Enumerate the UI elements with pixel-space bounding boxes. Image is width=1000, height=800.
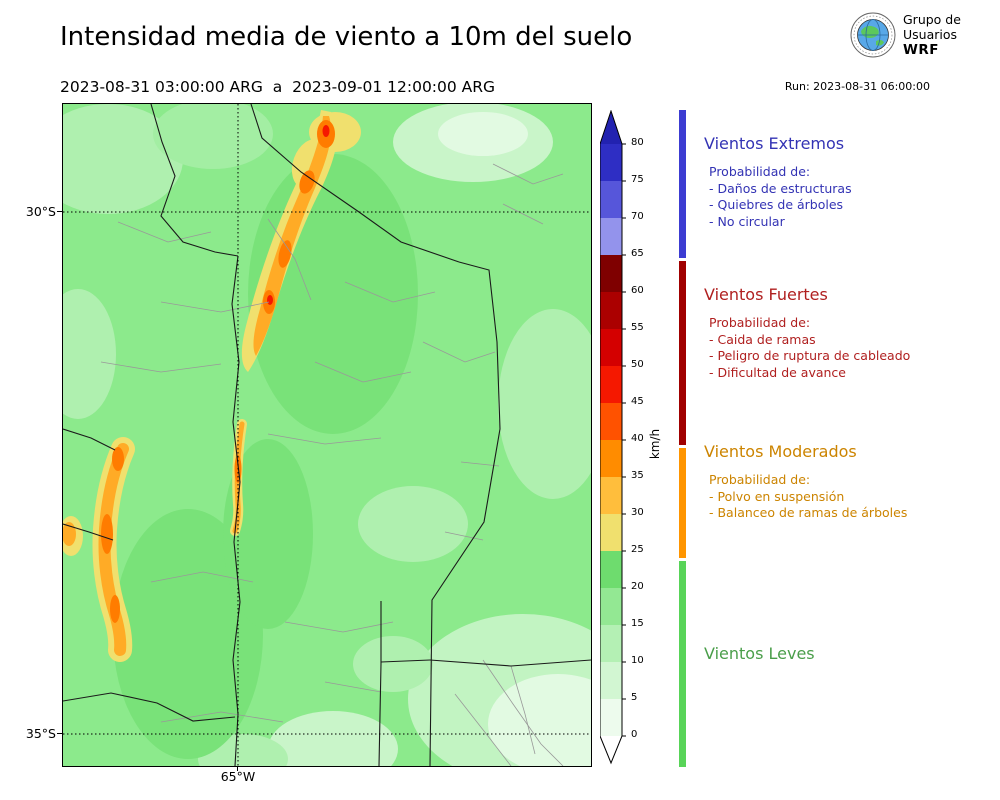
colorbar-tick-45: 45 bbox=[631, 396, 644, 407]
colorbar-tick-50: 50 bbox=[631, 359, 644, 370]
colorbar-tick-10: 10 bbox=[631, 655, 644, 666]
legend-item: - Dificultad de avance bbox=[709, 364, 846, 380]
logo-line-2: Usuarios bbox=[903, 27, 958, 42]
axis-tick bbox=[237, 766, 238, 771]
colorbar-tick-40: 40 bbox=[631, 433, 644, 444]
legend-category: Vientos Fuertes Probabilidad de: - Caida d… bbox=[704, 285, 910, 381]
colorbar-tick-15: 15 bbox=[631, 618, 644, 629]
x-axis-label-65w: 65°W bbox=[220, 769, 256, 784]
y-axis-label-35s: 35°S bbox=[25, 726, 56, 741]
legend-category-title: Vientos Extremos bbox=[704, 134, 845, 153]
colorbar-tick-20: 20 bbox=[631, 581, 644, 592]
colorbar-unit-label: km/h bbox=[648, 428, 662, 460]
department-boundaries bbox=[100, 163, 564, 766]
colorbar-tick-5: 5 bbox=[631, 692, 638, 703]
colorbar-tick-65: 65 bbox=[631, 248, 644, 259]
globe-icon bbox=[850, 12, 896, 58]
province-boundaries bbox=[63, 104, 591, 766]
colorbar bbox=[599, 109, 630, 774]
axis-tick bbox=[57, 733, 62, 734]
legend-category-intro: Probabilidad de: bbox=[709, 472, 811, 487]
legend-strip-segment bbox=[679, 561, 686, 767]
colorbar-tick-0: 0 bbox=[631, 729, 638, 740]
legend-item: - Balanceo de ramas de árboles bbox=[709, 505, 908, 520]
legend-item: - Caida de ramas bbox=[709, 331, 816, 347]
legend-category: Vientos Moderados Probabilidad de: - Polvo… bbox=[704, 442, 907, 522]
legend-strip-segment bbox=[679, 110, 686, 258]
legend-category: Vientos Extremos Probabilidad de: - Daños … bbox=[704, 134, 852, 230]
logo-line-1: Grupo de bbox=[903, 12, 961, 27]
legend-category-intro: Probabilidad de: bbox=[709, 315, 811, 330]
graticule bbox=[63, 104, 591, 766]
run-timestamp: Run: 2023-08-31 06:00:00 bbox=[784, 80, 930, 93]
wind-map bbox=[63, 104, 591, 766]
colorbar-tick-70: 70 bbox=[631, 211, 644, 222]
logo-text: Grupo de Usuarios WRF bbox=[903, 12, 961, 58]
page-title: Intensidad media de viento a 10m del sue… bbox=[60, 22, 633, 52]
legend-item: - Daños de estructuras bbox=[709, 180, 852, 196]
colorbar-tick-30: 30 bbox=[631, 507, 644, 518]
colorbar-tick-75: 75 bbox=[631, 174, 644, 185]
colorbar-tick-60: 60 bbox=[631, 285, 644, 296]
axis-tick bbox=[57, 211, 62, 212]
legend-strip bbox=[679, 110, 686, 770]
colorbar-tick-80: 80 bbox=[631, 137, 644, 148]
legend-item: - No circular bbox=[709, 213, 785, 229]
legend-category-title: Vientos Fuertes bbox=[704, 285, 828, 304]
legend-category-title: Vientos Leves bbox=[704, 644, 815, 663]
legend-category-title: Vientos Moderados bbox=[704, 442, 857, 461]
colorbar-tick-25: 25 bbox=[631, 544, 644, 555]
colorbar-tick-35: 35 bbox=[631, 470, 644, 481]
legend: Vientos Extremos Probabilidad de: - Daños … bbox=[704, 0, 1000, 800]
legend-category-intro: Probabilidad de: bbox=[709, 164, 811, 179]
legend-strip-segment bbox=[679, 261, 686, 445]
date-range: 2023-08-31 03:00:00 ARG a 2023-09-01 12:… bbox=[60, 78, 496, 96]
colorbar-svg bbox=[599, 109, 626, 765]
legend-item: - Quiebres de árboles bbox=[709, 197, 844, 212]
y-axis-label-30s: 30°S bbox=[25, 204, 56, 219]
colorbar-tick-55: 55 bbox=[631, 322, 644, 333]
legend-category: Vientos Leves bbox=[704, 644, 815, 674]
legend-strip-segment bbox=[679, 448, 686, 558]
legend-item: - Peligro de ruptura de cableado bbox=[709, 348, 911, 363]
logo-line-3: WRF bbox=[903, 42, 940, 58]
wrf-logo: Grupo de Usuarios WRF bbox=[850, 12, 961, 58]
legend-item: - Polvo en suspensión bbox=[709, 488, 845, 504]
map-frame bbox=[62, 103, 592, 767]
